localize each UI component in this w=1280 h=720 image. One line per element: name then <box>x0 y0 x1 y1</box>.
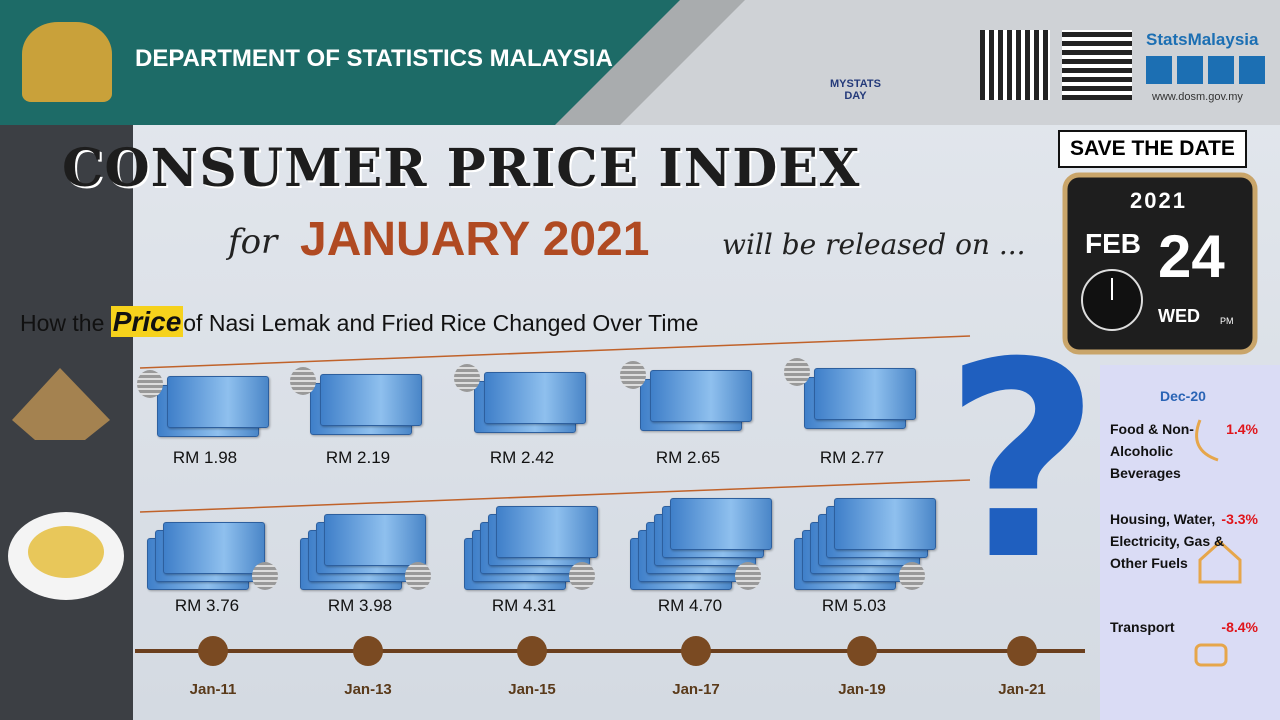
price-label: RM 3.98 <box>327 596 393 615</box>
qr-code <box>980 30 1050 100</box>
banknote <box>484 372 586 424</box>
date-month: FEB <box>1085 228 1141 259</box>
banknote <box>670 498 772 550</box>
coins <box>454 364 480 392</box>
price-label: RM 4.70 <box>657 596 723 615</box>
coins <box>405 562 431 590</box>
svg-text:?: ? <box>944 304 1101 619</box>
price-label: RM 5.03 <box>821 596 887 615</box>
logo-text: DAY <box>844 90 867 102</box>
headline-period: JANUARY 2021 <box>300 213 650 266</box>
subtitle-after: of Nasi Lemak and Fried Rice Changed Ove… <box>183 310 699 336</box>
timeline-dot <box>517 636 547 666</box>
coins <box>252 562 278 590</box>
subtitle: How the Priceof Nasi Lemak and Fried Ric… <box>20 306 698 338</box>
timeline-label: Jan-19 <box>838 681 886 698</box>
sidebar-change: 1.4% <box>1226 421 1258 437</box>
logo: MYSTATS DAY <box>830 78 881 102</box>
subtitle-highlight: Price <box>110 306 184 337</box>
timeline-label: Jan-13 <box>344 681 392 698</box>
sidebar-month: Dec-20 <box>1160 388 1206 404</box>
date-year: 2021 <box>1130 188 1187 213</box>
timeline-label: Jan-15 <box>508 681 556 698</box>
sidebar-label: Transport <box>1110 619 1175 635</box>
coins <box>735 562 761 590</box>
timeline-label: Jan-17 <box>672 681 720 698</box>
qr-code <box>1062 30 1132 100</box>
date-weekday: WED <box>1158 306 1200 326</box>
date-ampm: PM <box>1220 316 1234 326</box>
logo-text: MYSTATS <box>830 78 881 90</box>
url[interactable]: www.dosm.gov.my <box>1152 91 1243 103</box>
sidebar-change: -8.4% <box>1221 619 1258 635</box>
social-icons[interactable] <box>1146 56 1266 84</box>
banknote <box>320 374 422 426</box>
price-label: RM 4.31 <box>491 596 557 615</box>
coins <box>290 367 316 395</box>
timeline-dot <box>847 636 877 666</box>
banknote <box>834 498 936 550</box>
banknote <box>650 370 752 422</box>
sidebar-change: -3.3% <box>1221 511 1258 527</box>
price-label: RM 2.77 <box>819 448 885 467</box>
coins <box>137 370 163 398</box>
price-label: RM 3.76 <box>174 596 240 615</box>
timeline-dot <box>353 636 383 666</box>
price-label: RM 1.98 <box>172 448 238 467</box>
sidebar-label: Housing, Water, Electricity, Gas & Other… <box>1110 511 1225 571</box>
coins <box>784 358 810 386</box>
headline-title: CONSUMER PRICE INDEX <box>62 138 861 199</box>
save-the-date: SAVE THE DATE <box>1058 130 1247 168</box>
header-title: DEPARTMENT OF STATISTICS MALAYSIA <box>135 45 613 72</box>
crest <box>22 22 112 102</box>
timeline-dot <box>681 636 711 666</box>
timeline-label: Jan-21 <box>998 681 1046 698</box>
brand: StatsMalaysia <box>1146 30 1259 49</box>
timeline-label: Jan-11 <box>189 681 237 698</box>
price-label: RM 2.19 <box>325 448 391 467</box>
coins <box>569 562 595 590</box>
sidebar-label: Food & Non-Alcoholic Beverages <box>1110 421 1194 481</box>
banknote <box>814 368 916 420</box>
date-day: 24 <box>1158 223 1225 290</box>
banknote <box>163 522 265 574</box>
coins <box>620 361 646 389</box>
banknote <box>496 506 598 558</box>
banknote <box>167 376 269 428</box>
banknote <box>324 514 426 566</box>
price-label: RM 2.42 <box>489 448 555 467</box>
timeline-dot <box>1007 636 1037 666</box>
headline-tail: will be released on ... <box>722 228 1026 261</box>
price-label: RM 2.65 <box>655 448 721 467</box>
headline-lead: for <box>228 222 278 262</box>
subtitle-before: How the <box>20 310 105 336</box>
timeline-dot <box>198 636 228 666</box>
coins <box>899 562 925 590</box>
